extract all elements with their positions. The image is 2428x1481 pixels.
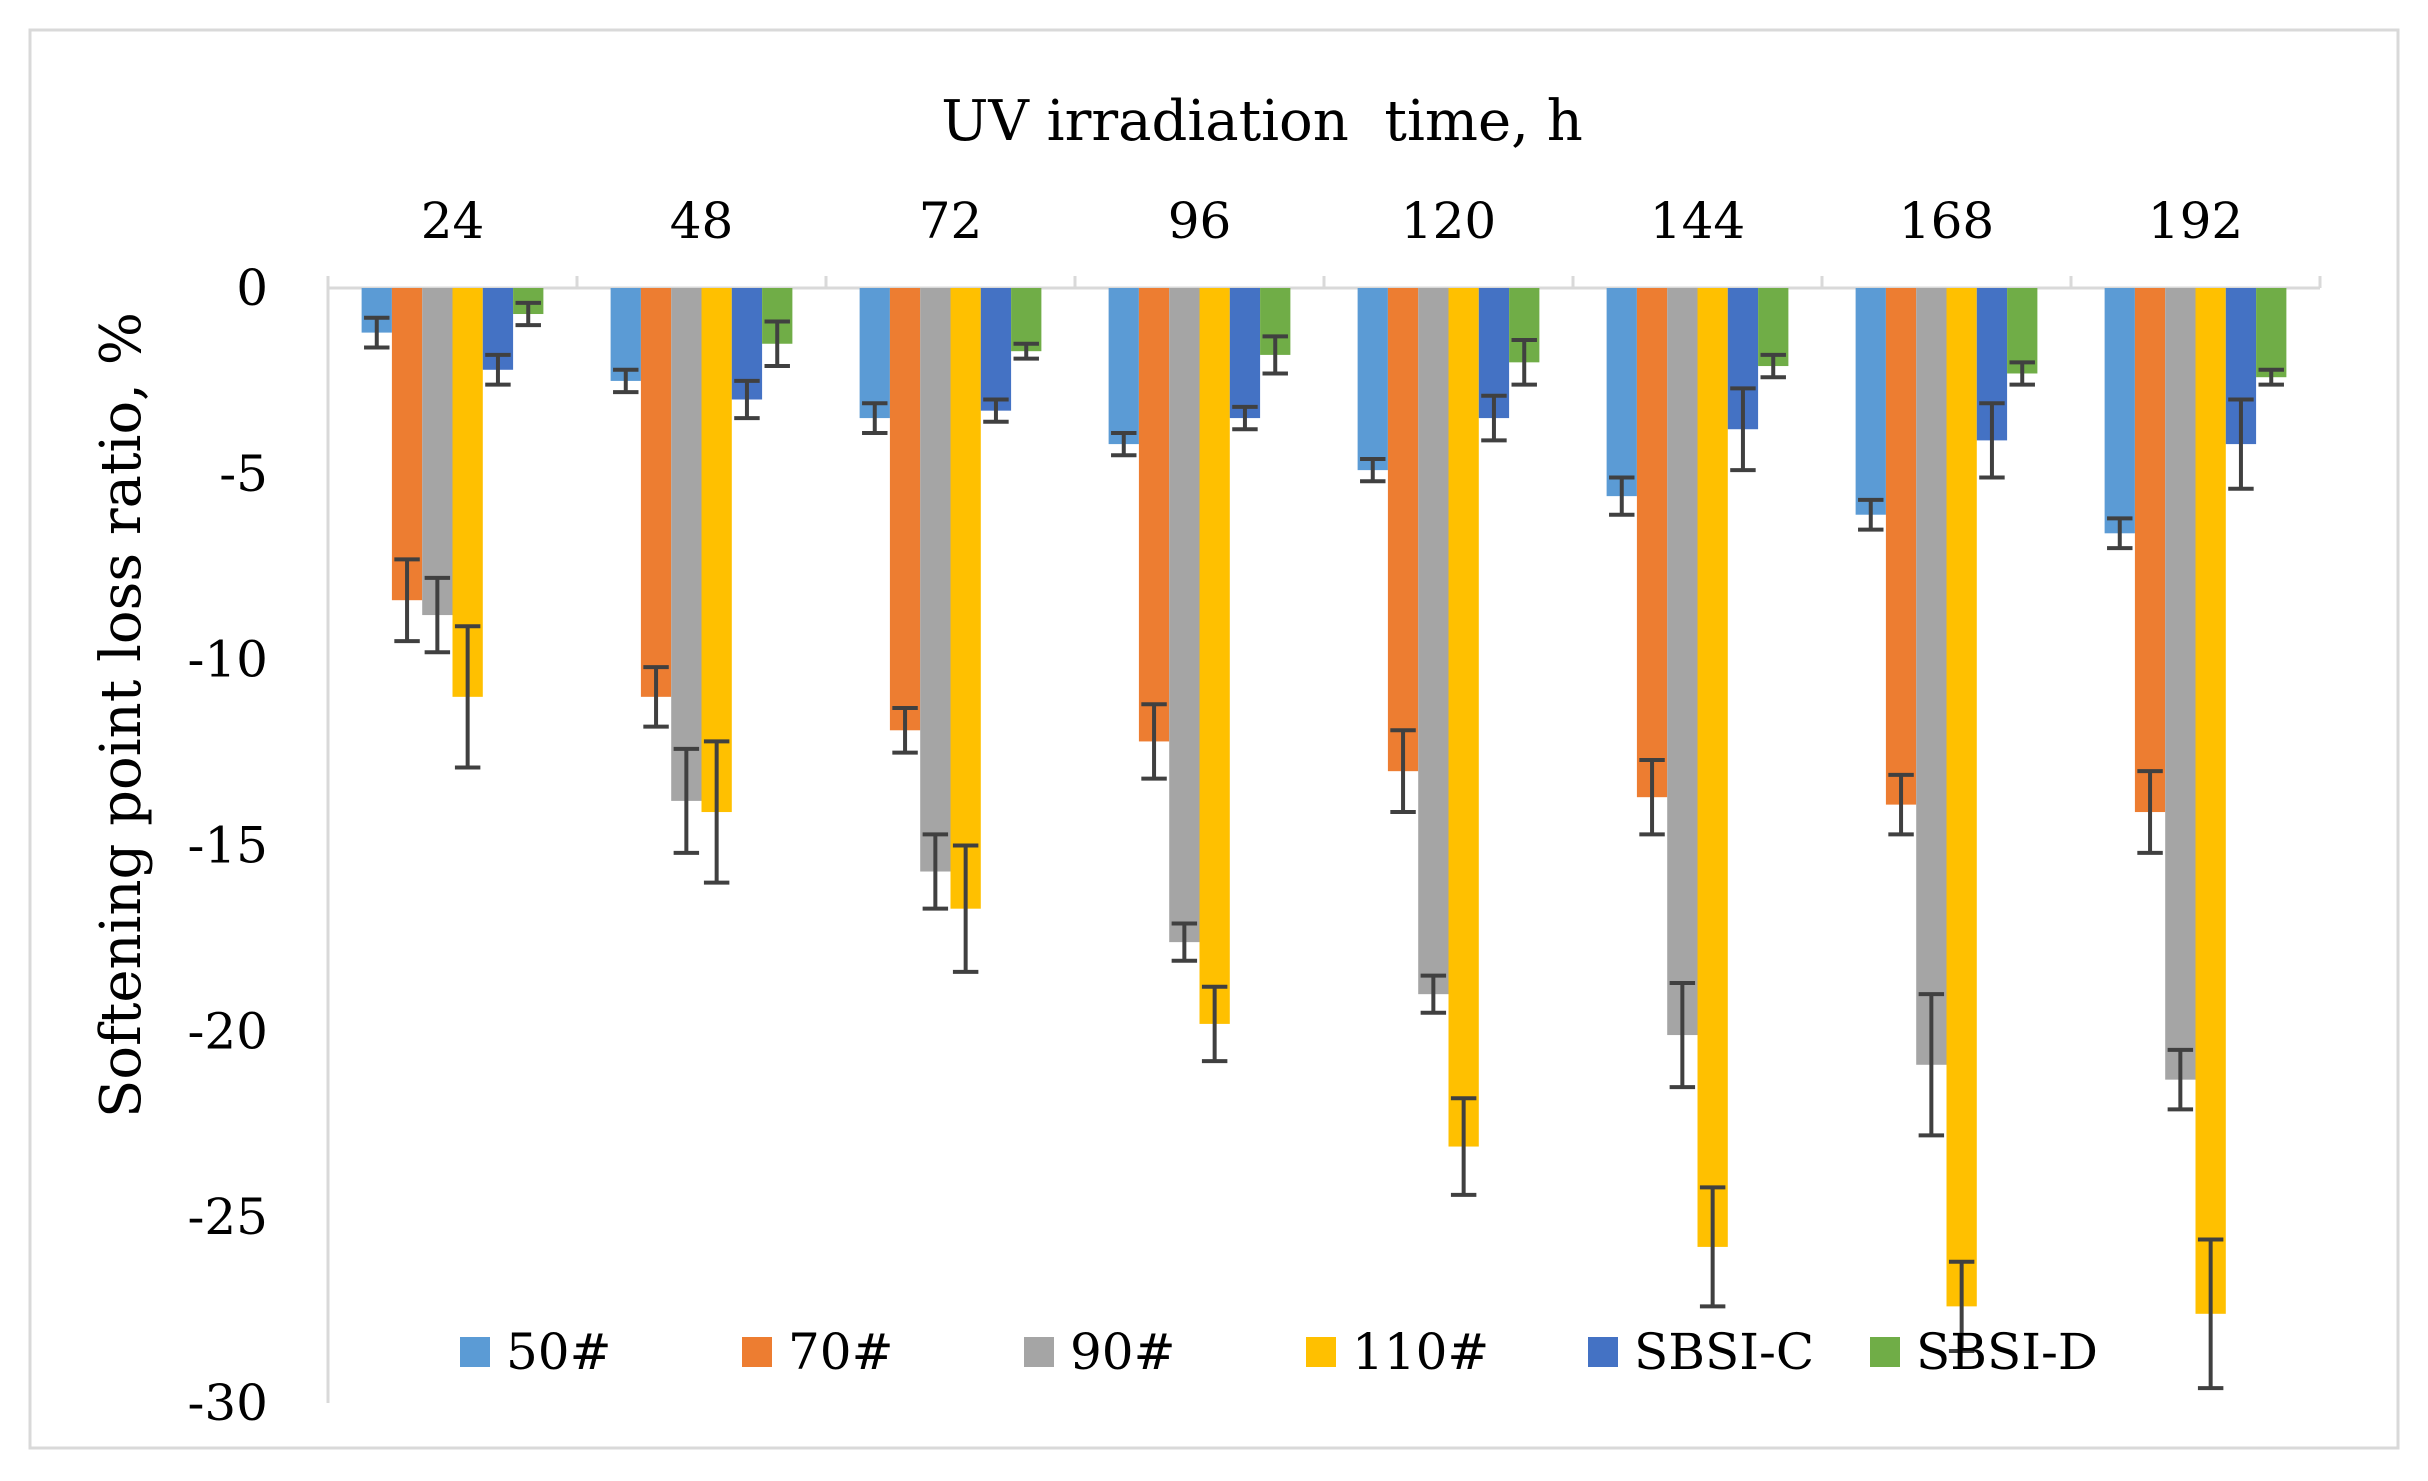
bar: [1946, 288, 1977, 1307]
x-axis-title: UV irradiation time, h: [941, 89, 1583, 154]
bar: [2134, 288, 2166, 813]
legend-swatch: [460, 1337, 490, 1367]
x-tick-label: 48: [670, 192, 734, 250]
bar: [2104, 288, 2135, 534]
bar: [671, 288, 702, 801]
bar: [1357, 288, 1388, 471]
bar: [391, 288, 423, 601]
y-tick-label: 0: [236, 259, 268, 317]
bars: [361, 288, 2287, 1314]
x-tick-label: 144: [1650, 192, 1745, 250]
x-tick-label: 192: [2148, 192, 2243, 250]
bar: [980, 288, 1012, 411]
x-tick-label: 120: [1401, 192, 1496, 250]
bar: [1169, 288, 1200, 943]
bar: [1855, 288, 1886, 515]
bar: [1418, 288, 1449, 995]
legend-label: SBSI-D: [1916, 1323, 2098, 1381]
bar: [1885, 288, 1917, 805]
bar: [2256, 288, 2287, 378]
bar: [1138, 288, 1170, 742]
bar: [1606, 288, 1637, 497]
y-tick-label: -15: [187, 817, 268, 875]
legend-label: 70#: [788, 1323, 894, 1381]
legend-swatch: [1870, 1337, 1900, 1367]
bar: [2007, 288, 2038, 374]
error-bars: [364, 300, 2284, 1391]
legend-label: 110#: [1352, 1323, 1489, 1381]
legend-swatch: [1306, 1337, 1336, 1367]
bar: [920, 288, 951, 872]
y-tick-label: -20: [187, 1002, 268, 1060]
bar: [640, 288, 672, 697]
bar: [610, 288, 641, 381]
legend-swatch: [1024, 1337, 1054, 1367]
y-tick-label: -30: [187, 1374, 268, 1432]
bar: [1229, 288, 1261, 419]
bar: [1636, 288, 1668, 798]
legend-label: SBSI-C: [1634, 1323, 1814, 1381]
y-tick-label: -25: [187, 1188, 268, 1246]
y-tick-label: -10: [187, 631, 268, 689]
x-tick-label: 24: [421, 192, 485, 250]
bar: [889, 288, 921, 731]
bar: [1011, 288, 1042, 352]
legend: 50# 70# 90# 110# SBSI-C SBSI-D: [460, 1323, 2098, 1381]
x-tick-label: 168: [1899, 192, 1994, 250]
bar: [1916, 288, 1947, 1065]
legend-label: 90#: [1070, 1323, 1176, 1381]
bar: [859, 288, 890, 419]
bar: [422, 288, 453, 616]
bar: [1199, 288, 1230, 1024]
bar: [2195, 288, 2226, 1314]
bar: [2165, 288, 2196, 1080]
bar: [1448, 288, 1479, 1147]
bar: [701, 288, 732, 813]
legend-swatch: [742, 1337, 772, 1367]
y-axis-title: Softening point loss ratio, %: [89, 312, 154, 1118]
y-tick-label: -5: [219, 445, 268, 503]
bar: [1697, 288, 1728, 1247]
y-tick-labels: 0 -5 -10 -15 -20 -25 -30: [187, 259, 268, 1432]
x-tick-labels: 24 48 72 96 120 144 168 192: [421, 192, 2244, 250]
x-tick-label: 72: [919, 192, 983, 250]
bar: [1108, 288, 1139, 445]
legend-swatch: [1588, 1337, 1618, 1367]
x-tick-label: 96: [1168, 192, 1232, 250]
bar: [950, 288, 981, 909]
bar: [1667, 288, 1698, 1036]
bar: [1387, 288, 1419, 772]
legend-label: 50#: [506, 1323, 612, 1381]
